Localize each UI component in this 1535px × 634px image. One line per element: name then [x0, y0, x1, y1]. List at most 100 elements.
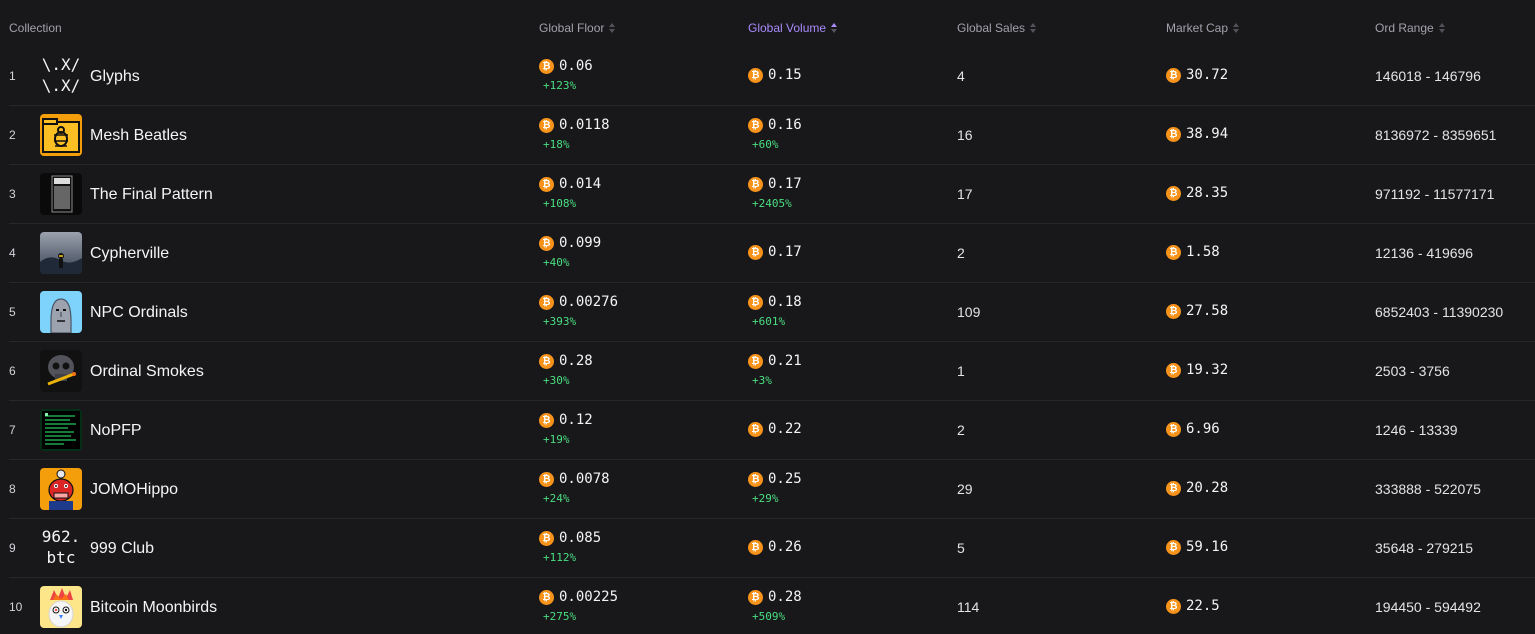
bitcoin-icon: ₿ — [748, 294, 763, 310]
ord-range-value: 35648 - 279215 — [1375, 540, 1474, 556]
hippo-avatar-icon — [40, 468, 82, 510]
global-floor-amount: 0.014 — [559, 176, 602, 192]
market-cap-value: ₿ 28.35 — [1166, 185, 1228, 201]
global-volume-value: ₿ 0.16 — [748, 117, 802, 133]
header-floor-label: Global Floor — [539, 21, 605, 35]
collection-name-link[interactable]: Ordinal Smokes — [90, 363, 204, 380]
header-market-cap[interactable]: Market Cap — [1166, 21, 1240, 35]
global-volume-amount: 0.18 — [768, 294, 802, 310]
market-cap-value: ₿ 27.58 — [1166, 303, 1228, 319]
table-row[interactable]: 8 JOMOHippo ₿ 0.0078 +24% ₿ 0.25 +29% 29 ₿ 20.28 33… — [9, 460, 1535, 519]
table-row[interactable]: 1 \.X/ \.X/Glyphs ₿ 0.06 +123% ₿ 0.15 4 ₿ 30.72 146… — [9, 47, 1535, 106]
bitcoin-icon: ₿ — [748, 589, 763, 605]
header-ord-range[interactable]: Ord Range — [1375, 21, 1445, 35]
global-sales-value: 2 — [957, 422, 965, 438]
bitcoin-icon: ₿ — [1166, 421, 1181, 437]
market-cap-amount: 6.96 — [1186, 421, 1220, 437]
global-floor-change: +123% — [543, 79, 577, 92]
thumbnail-text: 962. — [41, 527, 81, 546]
collection-name-link[interactable]: Bitcoin Moonbirds — [90, 599, 218, 616]
global-volume-amount: 0.16 — [768, 117, 802, 133]
bitcoin-icon: ₿ — [748, 67, 763, 83]
global-volume-value: ₿ 0.18 — [748, 294, 802, 310]
global-floor-value: ₿ 0.12 — [539, 412, 593, 428]
market-cap-amount: 28.35 — [1186, 185, 1229, 201]
collection-thumbnail: 962. btc — [40, 526, 82, 568]
bitcoin-icon: ₿ — [748, 176, 763, 192]
header-global-sales[interactable]: Global Sales — [957, 21, 1037, 35]
global-volume-amount: 0.17 — [768, 176, 802, 192]
collection-name-link[interactable]: Glyphs — [90, 68, 140, 85]
global-floor-change: +24% — [543, 492, 570, 505]
collection-name-link[interactable]: Mesh Beatles — [90, 127, 187, 144]
global-floor-amount: 0.099 — [559, 235, 602, 251]
global-floor-value: ₿ 0.06 — [539, 58, 593, 74]
bitcoin-icon: ₿ — [539, 117, 554, 133]
rank-number: 8 — [9, 482, 16, 496]
global-floor-change: +108% — [543, 197, 577, 210]
market-cap-amount: 1.58 — [1186, 244, 1220, 260]
global-volume-value: ₿ 0.25 — [748, 471, 802, 487]
bitcoin-icon: ₿ — [539, 176, 554, 192]
table-row[interactable]: 5 NPC Ordinals ₿ 0.00276 +393% ₿ 0.18 +601% 109 ₿… — [9, 283, 1535, 342]
header-range-label: Ord Range — [1375, 21, 1434, 35]
global-floor-change: +275% — [543, 610, 577, 623]
collection-name-link[interactable]: 999 Club — [90, 540, 155, 557]
bitcoin-icon: ₿ — [539, 530, 554, 546]
header-global-volume[interactable]: Global Volume — [748, 21, 838, 35]
table-row[interactable]: 9 962. btc 999 Club ₿ 0.085 +112% ₿ 0.26 5 ₿ 59.16 3… — [9, 519, 1535, 578]
header-mcap-label: Market Cap — [1166, 21, 1229, 35]
global-floor-value: ₿ 0.0118 — [539, 117, 610, 133]
collection-name-link[interactable]: Cypherville — [90, 245, 170, 262]
collection-name-link[interactable]: JOMOHippo — [90, 481, 179, 498]
global-sales-value: 29 — [957, 481, 973, 497]
table-row[interactable]: 3 The Final Pattern ₿ 0.014 +108% ₿ 0.17 +2405%… — [9, 165, 1535, 224]
table-row[interactable]: 4 Cypherville ₿ 0.099 +40% ₿ 0.17 2 ₿ 1.58 12136 -… — [9, 224, 1535, 283]
global-floor-value: ₿ 0.014 — [539, 176, 601, 192]
bitcoin-icon: ₿ — [1166, 67, 1181, 83]
global-volume-amount: 0.17 — [768, 244, 802, 260]
global-volume-change: +29% — [752, 492, 779, 505]
market-cap-amount: 59.16 — [1186, 539, 1229, 555]
bitcoin-icon: ₿ — [748, 471, 763, 487]
bitcoin-icon: ₿ — [1166, 303, 1181, 319]
global-sales-value: 2 — [957, 245, 965, 261]
header-global-floor[interactable]: Global Floor — [539, 21, 616, 35]
market-cap-value: ₿ 30.72 — [1166, 67, 1228, 83]
global-sales-value: 114 — [957, 599, 980, 615]
global-sales-value: 16 — [957, 127, 973, 143]
market-cap-value: ₿ 59.16 — [1166, 539, 1228, 555]
bitcoin-icon: ₿ — [1166, 539, 1181, 555]
global-volume-value: ₿ 0.26 — [748, 539, 802, 555]
table-row[interactable]: 7 NoPFP ₿ 0.12 +19% ₿ 0.22 2 ₿ 6.96 1246 - 13339 — [9, 401, 1535, 460]
bitcoin-icon: ₿ — [748, 353, 763, 369]
collection-thumbnail: \.X/ \.X/ — [40, 54, 82, 96]
global-floor-amount: 0.085 — [559, 530, 602, 546]
rank-number: 1 — [9, 69, 16, 83]
collection-name-link[interactable]: NPC Ordinals — [90, 304, 188, 321]
collection-name-link[interactable]: NoPFP — [90, 422, 142, 439]
rank-number: 10 — [9, 600, 23, 614]
global-floor-value: ₿ 0.00225 — [539, 589, 618, 605]
bitcoin-icon: ₿ — [1166, 362, 1181, 378]
beetle-folder-icon — [40, 114, 82, 156]
bitcoin-icon: ₿ — [539, 294, 554, 310]
table-row[interactable]: 6 Ordinal Smokes ₿ 0.28 +30% ₿ 0.21 +3% 1 ₿ 19.32 2… — [9, 342, 1535, 401]
table-row[interactable]: 10 Bitcoin Moonbirds ₿ 0.00225 +275% ₿ 0.28 +50… — [9, 578, 1535, 634]
thumbnail-text: \.X/ — [41, 76, 81, 95]
global-floor-change: +40% — [543, 256, 570, 269]
market-cap-value: ₿ 1.58 — [1166, 244, 1220, 260]
global-sales-value: 17 — [957, 186, 973, 202]
ord-range-value: 12136 - 419696 — [1375, 245, 1474, 261]
header-collection-label: Collection — [9, 21, 62, 35]
global-sales-value: 4 — [957, 68, 965, 84]
market-cap-value: ₿ 20.28 — [1166, 480, 1228, 496]
market-cap-amount: 38.94 — [1186, 126, 1229, 142]
sort-icon — [1438, 23, 1445, 33]
global-volume-change: +601% — [752, 315, 786, 328]
global-floor-amount: 0.0118 — [559, 117, 610, 133]
ord-range-value: 146018 - 146796 — [1375, 68, 1481, 84]
collection-name-link[interactable]: The Final Pattern — [90, 186, 213, 203]
table-row[interactable]: 2 Mesh Beatles ₿ 0.0118 +18% ₿ 0.16 +60% 16 ₿ 38.9… — [9, 106, 1535, 165]
global-floor-change: +393% — [543, 315, 577, 328]
